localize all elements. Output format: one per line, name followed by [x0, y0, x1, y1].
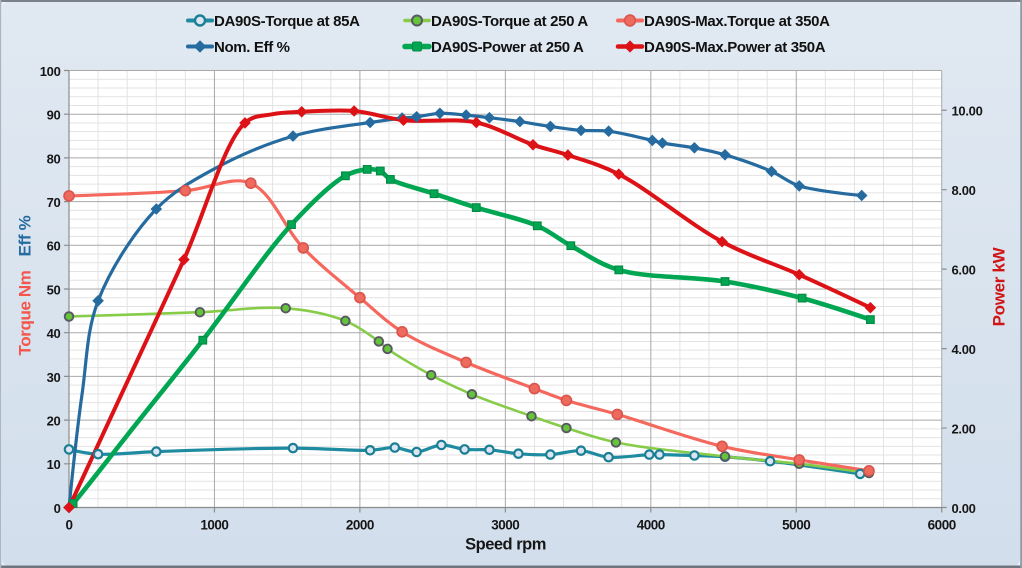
svg-text:20: 20: [47, 414, 61, 429]
svg-text:80: 80: [47, 151, 61, 166]
svg-text:8.00: 8.00: [952, 183, 976, 198]
svg-text:DA90S-Max.Power at 350A: DA90S-Max.Power at 350A: [644, 39, 826, 56]
svg-text:60: 60: [47, 239, 61, 254]
svg-text:Nom. Eff %: Nom. Eff %: [214, 39, 290, 56]
svg-text:4.00: 4.00: [952, 342, 976, 357]
svg-text:30: 30: [47, 370, 61, 385]
svg-text:4000: 4000: [637, 518, 665, 533]
svg-text:DA90S-Max.Torque at 350A: DA90S-Max.Torque at 350A: [644, 13, 830, 30]
svg-text:DA90S-Torque at 250 A: DA90S-Torque at 250 A: [431, 13, 588, 30]
svg-text:10.00: 10.00: [952, 104, 983, 119]
svg-text:100: 100: [40, 64, 61, 79]
svg-text:2.00: 2.00: [952, 421, 976, 436]
svg-text:0: 0: [65, 518, 72, 533]
svg-text:70: 70: [47, 195, 61, 210]
svg-text:40: 40: [47, 326, 61, 341]
svg-text:1000: 1000: [200, 518, 228, 533]
svg-text:DA90S-Power at 250 A: DA90S-Power at 250 A: [431, 39, 584, 56]
svg-text:Speed rpm: Speed rpm: [465, 536, 546, 554]
svg-text:3000: 3000: [491, 518, 519, 533]
svg-text:Eff %: Eff %: [16, 215, 35, 256]
svg-text:90: 90: [47, 108, 61, 123]
svg-text:Torque Nm: Torque Nm: [16, 270, 35, 355]
svg-text:5000: 5000: [782, 518, 810, 533]
svg-text:10: 10: [47, 457, 61, 472]
svg-text:DA90S-Torque at 85A: DA90S-Torque at 85A: [214, 13, 360, 30]
svg-text:0.00: 0.00: [952, 501, 976, 516]
svg-text:2000: 2000: [346, 518, 374, 533]
svg-text:6000: 6000: [928, 518, 956, 533]
svg-text:0: 0: [54, 501, 61, 516]
svg-text:Power kW: Power kW: [990, 246, 1009, 326]
svg-text:50: 50: [47, 282, 61, 297]
svg-text:6.00: 6.00: [952, 263, 976, 278]
